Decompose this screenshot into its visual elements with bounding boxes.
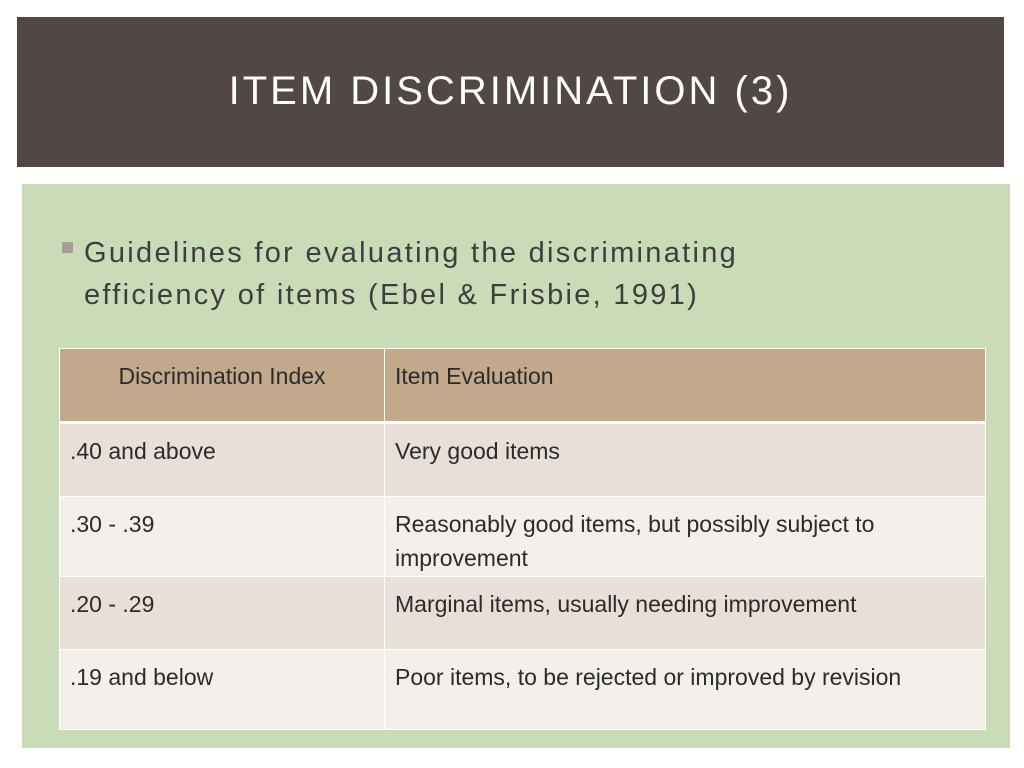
index-cell: .30 - .39 xyxy=(59,496,385,577)
bullet-text: Guidelines for evaluating the discrimina… xyxy=(84,237,739,311)
index-cell: .19 and below xyxy=(59,649,385,730)
bullet-item: Guidelines for evaluating the discrimina… xyxy=(62,232,962,316)
content-panel: Guidelines for evaluating the discrimina… xyxy=(22,184,1010,748)
evaluation-cell: Reasonably good items, but possibly subj… xyxy=(384,496,986,577)
header-discrimination-index: Discrimination Index xyxy=(59,348,385,424)
table-header-row: Discrimination Index Item Evaluation xyxy=(59,348,986,424)
evaluation-cell: Very good items xyxy=(384,422,986,497)
discrimination-table: Discrimination Index Item Evaluation .40… xyxy=(59,348,986,730)
table-row: .40 and above Very good items xyxy=(59,422,986,497)
title-bar: Item Discrimination (3) xyxy=(17,17,1004,167)
header-item-evaluation: Item Evaluation xyxy=(384,348,986,424)
table-row: .20 - .29 Marginal items, usually needin… xyxy=(59,576,986,650)
square-bullet-icon xyxy=(62,242,73,253)
index-cell: .20 - .29 xyxy=(59,576,385,650)
slide-title: Item Discrimination (3) xyxy=(228,68,793,113)
evaluation-cell: Marginal items, usually needing improvem… xyxy=(384,576,986,650)
index-cell: .40 and above xyxy=(59,422,385,497)
table-row: .19 and below Poor items, to be rejected… xyxy=(59,649,986,730)
table-row: .30 - .39 Reasonably good items, but pos… xyxy=(59,496,986,577)
evaluation-cell: Poor items, to be rejected or improved b… xyxy=(384,649,986,730)
